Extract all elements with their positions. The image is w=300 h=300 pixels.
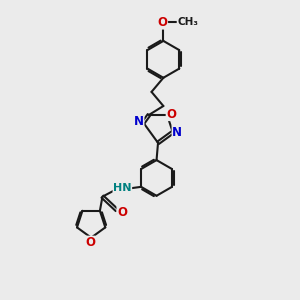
Text: N: N — [134, 115, 144, 128]
Text: HN: HN — [113, 183, 132, 193]
Text: O: O — [85, 236, 95, 249]
Text: CH₃: CH₃ — [177, 17, 198, 28]
Text: N: N — [172, 126, 182, 139]
Text: O: O — [117, 206, 127, 219]
Text: O: O — [166, 107, 176, 121]
Text: O: O — [158, 16, 167, 29]
